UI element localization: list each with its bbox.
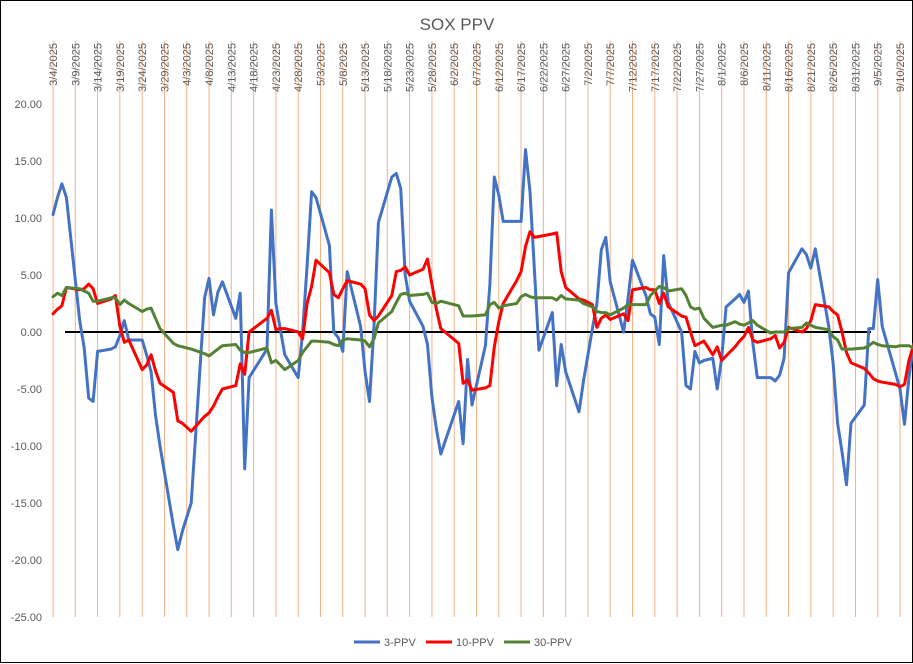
x-axis-ticks: 3/4/2025 3/9/2025 3/14/2025 3/19/2025 3/24/2… xyxy=(48,43,907,92)
x-tick-label: 4/3/2025 xyxy=(182,43,194,86)
x-tick-label: 3/29/2025 xyxy=(159,43,171,92)
vertical-gridlines xyxy=(52,41,901,617)
y-tick-label: -5.00 xyxy=(17,384,42,396)
y-tick-label: 20.00 xyxy=(14,99,42,111)
x-tick-label: 7/2/2025 xyxy=(583,43,595,86)
x-tick-label: 5/3/2025 xyxy=(315,43,327,86)
x-tick-label: 6/22/2025 xyxy=(538,43,550,92)
y-tick-label: 5.00 xyxy=(21,270,42,282)
y-tick-label: 0.00 xyxy=(21,327,42,339)
x-tick-label: 4/13/2025 xyxy=(226,43,238,92)
legend-label: 3-PPV xyxy=(384,637,416,649)
series-lines xyxy=(51,148,913,552)
x-tick-label: 4/28/2025 xyxy=(293,43,305,92)
x-tick-label: 4/18/2025 xyxy=(249,43,261,92)
series-line-3-ppv xyxy=(51,148,913,552)
y-tick-label: -20.00 xyxy=(11,555,42,567)
x-tick-label: 6/2/2025 xyxy=(449,43,461,86)
y-tick-label: 10.00 xyxy=(14,213,42,225)
chart-title: SOX PPV xyxy=(420,15,495,34)
x-tick-label: 8/16/2025 xyxy=(784,43,796,92)
x-tick-label: 8/26/2025 xyxy=(828,43,840,92)
legend-label: 30-PPV xyxy=(534,637,573,649)
x-tick-label: 3/4/2025 xyxy=(48,43,60,86)
x-tick-label: 3/19/2025 xyxy=(115,43,127,92)
x-tick-label: 8/6/2025 xyxy=(739,43,751,86)
x-tick-label: 7/17/2025 xyxy=(650,43,662,92)
x-tick-label: 8/21/2025 xyxy=(806,43,818,92)
legend-label: 10-PPV xyxy=(456,637,495,649)
x-tick-label: 9/5/2025 xyxy=(873,43,885,86)
x-tick-label: 9/10/2025 xyxy=(895,43,907,92)
x-tick-label: 7/12/2025 xyxy=(628,43,640,92)
series-line-30-ppv xyxy=(51,284,913,372)
y-tick-label: -15.00 xyxy=(11,498,42,510)
x-tick-label: 4/23/2025 xyxy=(271,43,283,92)
y-axis-ticks: 20.00 15.00 10.00 5.00 0.00 -5.00 -10.00 -15.00… xyxy=(11,99,42,624)
x-tick-label: 5/18/2025 xyxy=(382,43,394,92)
x-tick-label: 8/11/2025 xyxy=(761,43,773,91)
x-tick-label: 5/23/2025 xyxy=(405,43,417,92)
x-tick-label: 6/27/2025 xyxy=(561,43,573,92)
x-tick-label: 5/28/2025 xyxy=(427,43,439,92)
y-tick-label: -25.00 xyxy=(11,612,42,624)
x-tick-label: 7/22/2025 xyxy=(672,43,684,92)
legend: 3-PPV 10-PPV 30-PPV xyxy=(354,637,573,649)
x-tick-label: 3/9/2025 xyxy=(70,43,82,86)
y-tick-label: -10.00 xyxy=(11,441,42,453)
x-tick-label: 5/8/2025 xyxy=(338,43,350,86)
x-tick-label: 7/27/2025 xyxy=(694,43,706,92)
x-tick-label: 3/24/2025 xyxy=(137,43,149,92)
x-tick-label: 6/17/2025 xyxy=(516,43,528,92)
x-tick-label: 3/14/2025 xyxy=(93,43,105,92)
series-line-10-ppv xyxy=(51,230,913,433)
x-tick-label: 6/12/2025 xyxy=(494,43,506,92)
y-tick-label: 15.00 xyxy=(14,156,42,168)
x-tick-label: 5/13/2025 xyxy=(360,43,372,92)
x-tick-label: 8/1/2025 xyxy=(717,43,729,86)
x-tick-label: 7/7/2025 xyxy=(605,43,617,86)
x-tick-label: 8/31/2025 xyxy=(850,43,862,92)
x-tick-label: 4/8/2025 xyxy=(204,43,216,86)
x-tick-label: 6/7/2025 xyxy=(472,43,484,86)
